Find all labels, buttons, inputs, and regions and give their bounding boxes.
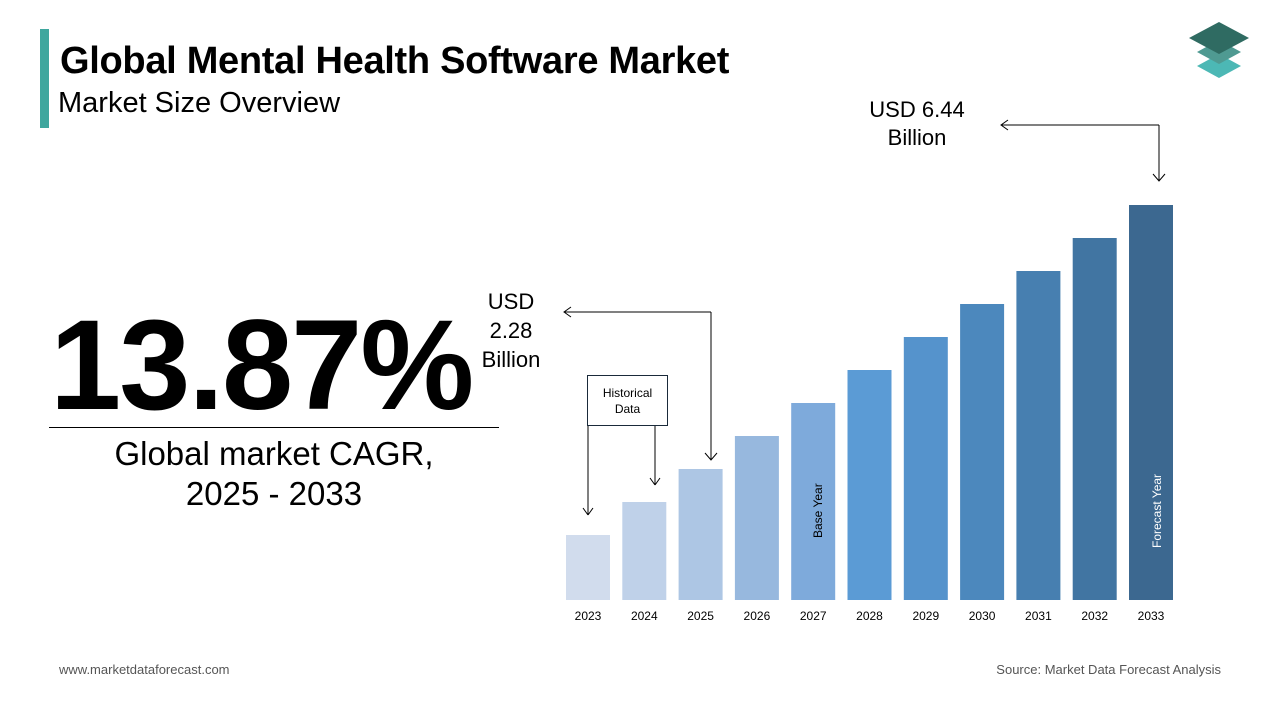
- bar-2028: [847, 370, 892, 600]
- cagr-value: 13.87%: [50, 294, 474, 437]
- annotation-2033-value: USD 6.44 Billion: [852, 96, 982, 152]
- cagr-label-line: 2025 - 2033: [185, 475, 363, 512]
- annotation-line: Billion: [481, 347, 541, 372]
- divider: [49, 427, 499, 428]
- cagr-label: Global market CAGR, 2025 - 2033: [49, 434, 499, 514]
- page-title: Global Mental Health Software Market: [60, 40, 730, 82]
- annotation-line: 2.28: [489, 318, 533, 343]
- arrow-hist-2023: [582, 426, 594, 516]
- annotation-line: USD: [487, 289, 535, 314]
- x-tick-label: 2031: [1025, 609, 1052, 623]
- x-tick-label: 2026: [744, 609, 771, 623]
- bar-2029: [903, 337, 948, 600]
- x-tick-label: 2032: [1081, 609, 1108, 623]
- bar-2030: [960, 304, 1005, 600]
- arrow-hist-2024: [649, 426, 661, 486]
- cagr-label-line: Global market CAGR,: [114, 435, 434, 472]
- page-subtitle: Market Size Overview: [58, 87, 341, 119]
- x-tick-label: 2028: [856, 609, 883, 623]
- historical-line: Historical: [602, 386, 653, 400]
- logo-layer: [1189, 22, 1249, 54]
- annotation-2025-value: USD 2.28 Billion: [470, 287, 552, 374]
- historical-data-box: Historical Data: [587, 375, 668, 426]
- annotation-line: Billion: [887, 125, 947, 150]
- logo-layer: [1197, 54, 1241, 78]
- x-tick-label: 2030: [969, 609, 996, 623]
- bar-2031: [1016, 271, 1061, 600]
- bar-2027: [791, 403, 836, 600]
- bar-2033: [1129, 205, 1173, 600]
- footer-website: www.marketdataforecast.com: [59, 662, 230, 677]
- historical-line: Data: [614, 402, 641, 416]
- bar-2026: [734, 436, 779, 600]
- x-tick-label: 2029: [912, 609, 939, 623]
- base-year-label: Base Year: [811, 483, 825, 538]
- arrow-mid: [563, 306, 718, 461]
- forecast-year-label: Forecast Year: [1150, 474, 1164, 548]
- x-tick-label: 2025: [687, 609, 714, 623]
- x-tick-label: 2024: [631, 609, 658, 623]
- arrow-top: [1000, 119, 1166, 182]
- bar-2025: [678, 469, 723, 600]
- footer-source: Source: Market Data Forecast Analysis: [996, 662, 1221, 677]
- title-accent-bar: [40, 29, 49, 128]
- x-tick-label: 2023: [575, 609, 602, 623]
- x-tick-label: 2027: [800, 609, 827, 623]
- bar-2023: [566, 535, 610, 600]
- bar-2032: [1072, 238, 1117, 600]
- bar-2024: [622, 502, 667, 600]
- annotation-line: USD 6.44: [869, 97, 965, 122]
- stacked-layers-icon: [1189, 22, 1249, 78]
- x-tick-label: 2033: [1138, 609, 1165, 623]
